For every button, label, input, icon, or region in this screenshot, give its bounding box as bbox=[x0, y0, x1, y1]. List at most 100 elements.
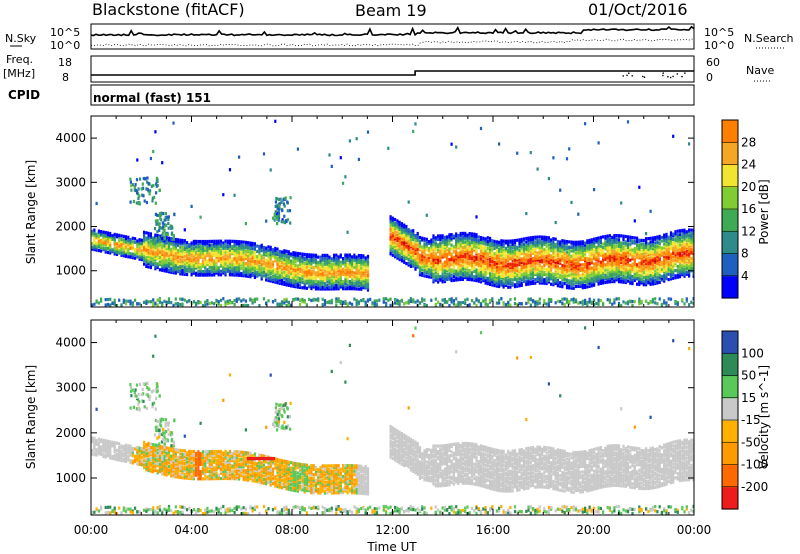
power-cell bbox=[195, 271, 198, 275]
power-cell bbox=[611, 274, 614, 278]
power-cell bbox=[102, 232, 105, 236]
power-cell bbox=[500, 283, 503, 287]
power-cell bbox=[466, 270, 469, 274]
power-cell bbox=[572, 260, 575, 264]
power-cell bbox=[213, 248, 216, 252]
power-cell bbox=[319, 264, 322, 268]
power-cell bbox=[403, 241, 406, 245]
power-cell bbox=[262, 249, 266, 253]
power-cell bbox=[568, 286, 571, 290]
power-cell bbox=[355, 262, 358, 266]
power-cell bbox=[335, 253, 338, 257]
power-cell bbox=[197, 250, 200, 254]
power-cell bbox=[565, 259, 569, 263]
power-cell bbox=[290, 259, 293, 263]
power-cell bbox=[581, 249, 584, 253]
power-cell bbox=[267, 262, 270, 267]
power-cell bbox=[418, 248, 422, 252]
power-cell bbox=[201, 247, 204, 251]
power-cell bbox=[427, 239, 431, 244]
power-cell bbox=[654, 301, 657, 305]
power-cell bbox=[432, 236, 435, 240]
power-cell bbox=[156, 234, 159, 238]
power-cell bbox=[475, 263, 478, 267]
power-cell bbox=[550, 272, 553, 276]
power-cell bbox=[437, 268, 440, 272]
power-cell bbox=[461, 233, 464, 237]
power-cell bbox=[199, 245, 202, 249]
power-cell bbox=[615, 260, 618, 264]
power-cell bbox=[479, 280, 483, 284]
power-cell bbox=[502, 267, 505, 271]
power-cell bbox=[394, 251, 397, 255]
power-cell bbox=[407, 236, 410, 241]
power-cell bbox=[113, 247, 116, 251]
power-cell bbox=[457, 256, 460, 261]
power-cell bbox=[590, 243, 593, 247]
power-cell bbox=[457, 246, 460, 250]
power-cell bbox=[507, 280, 510, 284]
power-cell bbox=[95, 201, 98, 206]
power-cell bbox=[624, 234, 627, 239]
power-cell bbox=[615, 276, 618, 280]
power-cell bbox=[357, 269, 360, 273]
power-cell bbox=[186, 264, 189, 268]
power-cell bbox=[398, 227, 401, 231]
power-cell bbox=[534, 262, 537, 266]
power-cell bbox=[552, 256, 555, 260]
power-cell bbox=[556, 245, 559, 249]
power-cell bbox=[210, 264, 213, 268]
power-cell bbox=[240, 266, 243, 270]
power-cell bbox=[509, 251, 512, 256]
power-cell bbox=[584, 269, 587, 273]
power-cell bbox=[425, 253, 428, 257]
power-cell bbox=[434, 255, 437, 259]
power-cell bbox=[452, 245, 455, 249]
power-cell bbox=[181, 270, 184, 274]
power-cell bbox=[326, 283, 329, 288]
power-cell bbox=[473, 241, 476, 245]
power-cell bbox=[161, 236, 164, 241]
power-cell bbox=[425, 303, 428, 307]
power-cell bbox=[477, 244, 480, 248]
power-cell bbox=[217, 273, 220, 277]
power-cell bbox=[608, 234, 611, 238]
power-cell bbox=[285, 255, 288, 259]
power-cell bbox=[545, 281, 548, 286]
power-cell bbox=[226, 239, 229, 243]
power-cell bbox=[577, 270, 580, 274]
power-cell bbox=[292, 259, 295, 264]
power-cell bbox=[636, 236, 639, 240]
power-cell bbox=[405, 253, 408, 257]
power-cell bbox=[593, 188, 596, 192]
power-cell bbox=[455, 250, 458, 254]
power-cell bbox=[595, 237, 598, 241]
power-cell bbox=[516, 258, 519, 262]
power-cell bbox=[172, 251, 175, 255]
power-cell bbox=[584, 255, 587, 259]
power-cell bbox=[556, 275, 559, 279]
power-cell bbox=[660, 276, 663, 280]
power-cell bbox=[511, 272, 514, 277]
power-cell bbox=[247, 246, 250, 250]
power-cell bbox=[516, 282, 519, 287]
power-cell bbox=[624, 279, 627, 283]
power-cell bbox=[147, 244, 150, 248]
power-cell bbox=[574, 261, 578, 266]
power-cell bbox=[278, 255, 281, 259]
power-cell bbox=[366, 263, 370, 267]
power-cell bbox=[651, 264, 654, 268]
power-cell bbox=[317, 280, 320, 284]
power-cell bbox=[405, 226, 408, 230]
power-cell bbox=[195, 246, 198, 251]
power-cell bbox=[357, 253, 360, 258]
power-cell bbox=[527, 297, 530, 301]
power-cell bbox=[174, 297, 177, 301]
power-cell bbox=[565, 245, 569, 249]
power-cell bbox=[525, 281, 528, 285]
power-cell bbox=[624, 275, 627, 279]
power-cell bbox=[448, 263, 451, 267]
power-cell bbox=[335, 278, 338, 282]
power-cell bbox=[556, 252, 559, 256]
power-cell bbox=[624, 242, 627, 246]
